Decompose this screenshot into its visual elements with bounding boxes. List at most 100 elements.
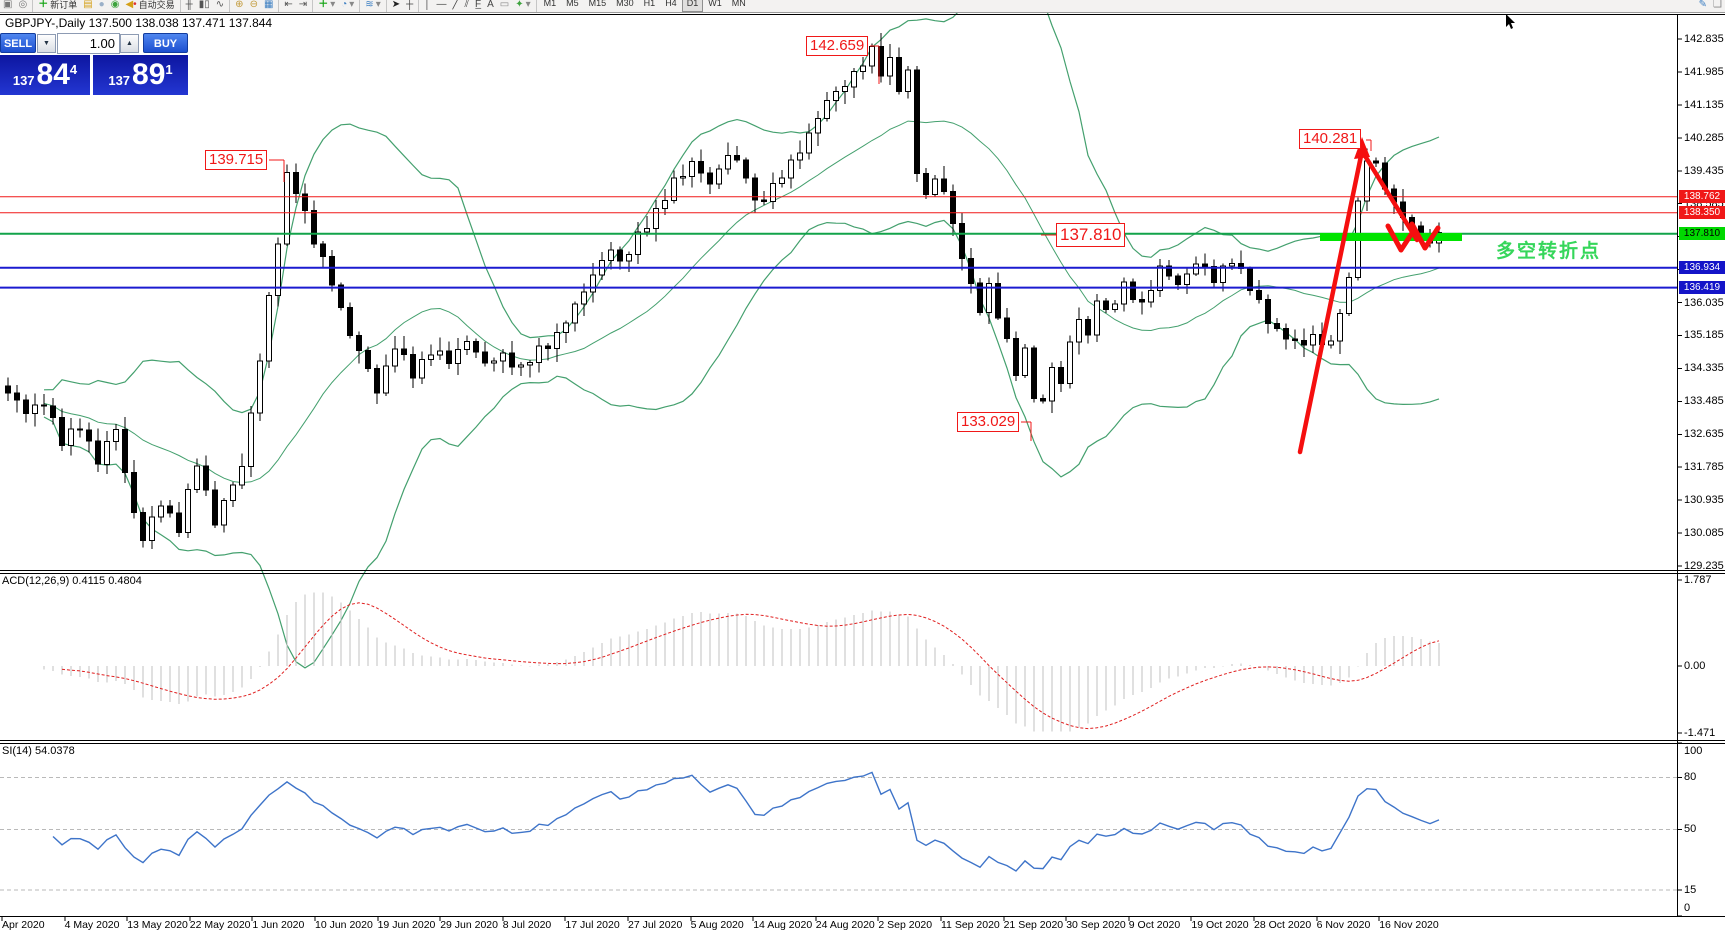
annotation-connectors — [269, 45, 1372, 441]
price-line-tag: 138.762 — [1679, 190, 1725, 204]
price-axis-tick-label: 141.985 — [1684, 65, 1724, 78]
volume-increase-button[interactable]: ▲ — [120, 34, 139, 53]
panel-borders — [0, 14, 1725, 917]
timeframe-button-w1[interactable]: W1 — [708, 0, 722, 8]
new-chart-icon[interactable]: ＋ ▾ — [318, 0, 336, 10]
timeframe-button-m15[interactable]: M15 — [588, 0, 607, 8]
new-order-label: 新订单 — [50, 0, 78, 10]
toolbar-separator — [385, 0, 387, 12]
chart-shift-icon[interactable]: ⇤ — [284, 0, 293, 10]
sell-price-prefix: 137 — [12, 72, 35, 88]
buy-price-prefix: 137 — [108, 72, 131, 88]
rsi-axis-tick-label: 80 — [1684, 771, 1697, 783]
trendline-icon[interactable]: ╱ — [452, 0, 459, 10]
macd-axis-tick-label: 0.00 — [1684, 660, 1706, 672]
date-axis-label: 10 Jun 2020 — [315, 919, 373, 931]
price-axis-tick-label: 142.835 — [1684, 33, 1724, 45]
date-axis-label: 27 Jul 2020 — [628, 919, 683, 931]
buy-button[interactable]: BUY — [143, 33, 188, 53]
date-axis-label: 19 Oct 2020 — [1191, 919, 1249, 931]
vertical-line-icon[interactable]: │ — [424, 0, 431, 10]
macd-axis-tick-label: 1.787 — [1684, 574, 1712, 586]
line-chart-icon[interactable]: ∿ — [215, 0, 225, 10]
date-axis-label: 19 Jun 2020 — [377, 919, 436, 931]
zoom-out-icon[interactable]: ⊖ — [249, 0, 258, 10]
price-annotation[interactable]: 140.281 — [1299, 129, 1362, 149]
price-line-tag: 137.810 — [1679, 227, 1725, 241]
horizontal-lines[interactable] — [0, 196, 1677, 289]
autotrade-label: 自动交易 — [138, 0, 175, 10]
support-zone-bar[interactable] — [1320, 233, 1462, 241]
price-line-tag: 136.419 — [1679, 281, 1725, 295]
zoom-in-icon[interactable]: ⊕ — [235, 0, 244, 10]
fibonacci-icon[interactable]: F̲ — [474, 0, 482, 10]
date-axis-label: 5 Aug 2020 — [690, 919, 744, 931]
timeframe-button-m5[interactable]: M5 — [566, 0, 579, 8]
price-axis-tick-label: 133.485 — [1684, 395, 1724, 408]
chart-title: GBPJPY-,Daily 137.500 138.038 137.471 13… — [5, 16, 273, 30]
zoom-box-icon[interactable]: ◎ — [18, 0, 28, 10]
volume-input[interactable] — [57, 33, 120, 54]
chat-icon[interactable]: ❑ — [1713, 0, 1722, 10]
candlestick-chart-icon[interactable]: ▮▯ — [198, 0, 210, 10]
candlestick-series — [5, 32, 1442, 549]
period-clock-icon[interactable]: ◔ ▾ — [341, 0, 355, 10]
date-axis-label: 1 Jun 2020 — [252, 919, 305, 931]
date-axis-label: Apr 2020 — [2, 919, 45, 931]
date-axis-label: 24 Aug 2020 — [815, 919, 875, 931]
new-order-button[interactable]: ＋ 新订单 — [35, 0, 80, 12]
text-tool-icon[interactable]: A — [487, 0, 494, 10]
trend-arrow[interactable] — [1297, 137, 1441, 455]
macd-histogram — [43, 592, 1440, 732]
buy-price-big: 89 — [132, 58, 166, 91]
cursor-icon[interactable]: ➤ — [391, 0, 401, 10]
turning-point-label[interactable]: 多空转折点 — [1496, 241, 1602, 262]
timeframe-button-h1[interactable]: H1 — [643, 0, 656, 8]
price-axis-tick-label: 134.335 — [1684, 362, 1724, 375]
date-axis-label: 6 Nov 2020 — [1316, 919, 1371, 931]
mouse-cursor — [1506, 14, 1515, 29]
price-axis-tick-label: 130.935 — [1684, 494, 1724, 507]
pencil-icon[interactable]: ✎ — [1698, 0, 1708, 10]
timeframe-button-h4[interactable]: H4 — [665, 0, 677, 8]
sound-icon[interactable]: ◉ — [110, 0, 120, 10]
channel-icon[interactable]: ⫽ — [464, 0, 469, 10]
axis-ticks — [1, 38, 1682, 921]
cloud-icon[interactable]: ● — [98, 0, 105, 10]
autotrade-button[interactable]: ◀• 自动交易 — [122, 0, 177, 12]
timeframe-button-m30[interactable]: M30 — [616, 0, 634, 8]
main-toolbar: ▣ ◎ ＋ 新订单 ▤ ● ◉ ◀• 自动交易 ╫ ▮▯ ∿ ⊕ ⊖ ▦ ⇤ ⇥… — [0, 0, 1725, 13]
date-axis-label: 21 Sep 2020 — [1003, 919, 1064, 931]
shapes-icon[interactable]: ✦ ▾ — [515, 0, 531, 10]
indicators-icon[interactable]: ≋ ▾ — [365, 0, 381, 10]
timeframe-button-d1[interactable]: D1 — [681, 0, 704, 12]
date-axis-label: 14 Aug 2020 — [753, 919, 813, 931]
rsi-axis-tick-label: 50 — [1684, 823, 1697, 835]
bar-chart-icon[interactable]: ╫ — [185, 0, 193, 10]
horizontal-line-icon[interactable]: — — [436, 0, 447, 10]
price-annotation[interactable]: 137.810 — [1056, 223, 1126, 247]
sell-button[interactable]: SELL — [0, 33, 36, 53]
price-annotation[interactable]: 139.715 — [205, 150, 268, 170]
macd-label: ACD(12,26,9) 0.4115 0.4804 — [2, 575, 142, 587]
toolbar-separator — [359, 0, 361, 12]
label-tool-icon[interactable]: ▭ — [499, 0, 510, 10]
price-annotation[interactable]: 133.029 — [957, 412, 1020, 432]
timeframe-bar: M1 M5 M15 M30 H1 H4 D1 W1 MN — [539, 0, 751, 12]
buy-price-sup: 1 — [165, 61, 173, 77]
chart-preview-icon[interactable]: ▣ — [3, 0, 13, 10]
crosshair-icon[interactable]: ┼ — [406, 0, 414, 10]
auto-scroll-icon[interactable]: ⇥ — [298, 0, 308, 10]
timeframe-button-mn[interactable]: MN — [731, 0, 746, 8]
price-axis-tick-label: 130.085 — [1684, 527, 1724, 540]
buy-price-panel[interactable]: 137 89 1 — [93, 55, 188, 95]
sell-price-panel[interactable]: 137 84 4 — [0, 55, 90, 95]
volume-decrease-button[interactable]: ▼ — [37, 34, 56, 53]
timeframe-button-m1[interactable]: M1 — [543, 0, 557, 8]
chart-style-icon[interactable]: ▤ — [83, 0, 93, 10]
tile-windows-icon[interactable]: ▦ — [263, 0, 274, 10]
price-annotation[interactable]: 142.659 — [806, 36, 869, 56]
date-axis-label: 29 Jun 2020 — [440, 919, 498, 931]
price-axis-tick-label: 131.785 — [1684, 461, 1724, 474]
